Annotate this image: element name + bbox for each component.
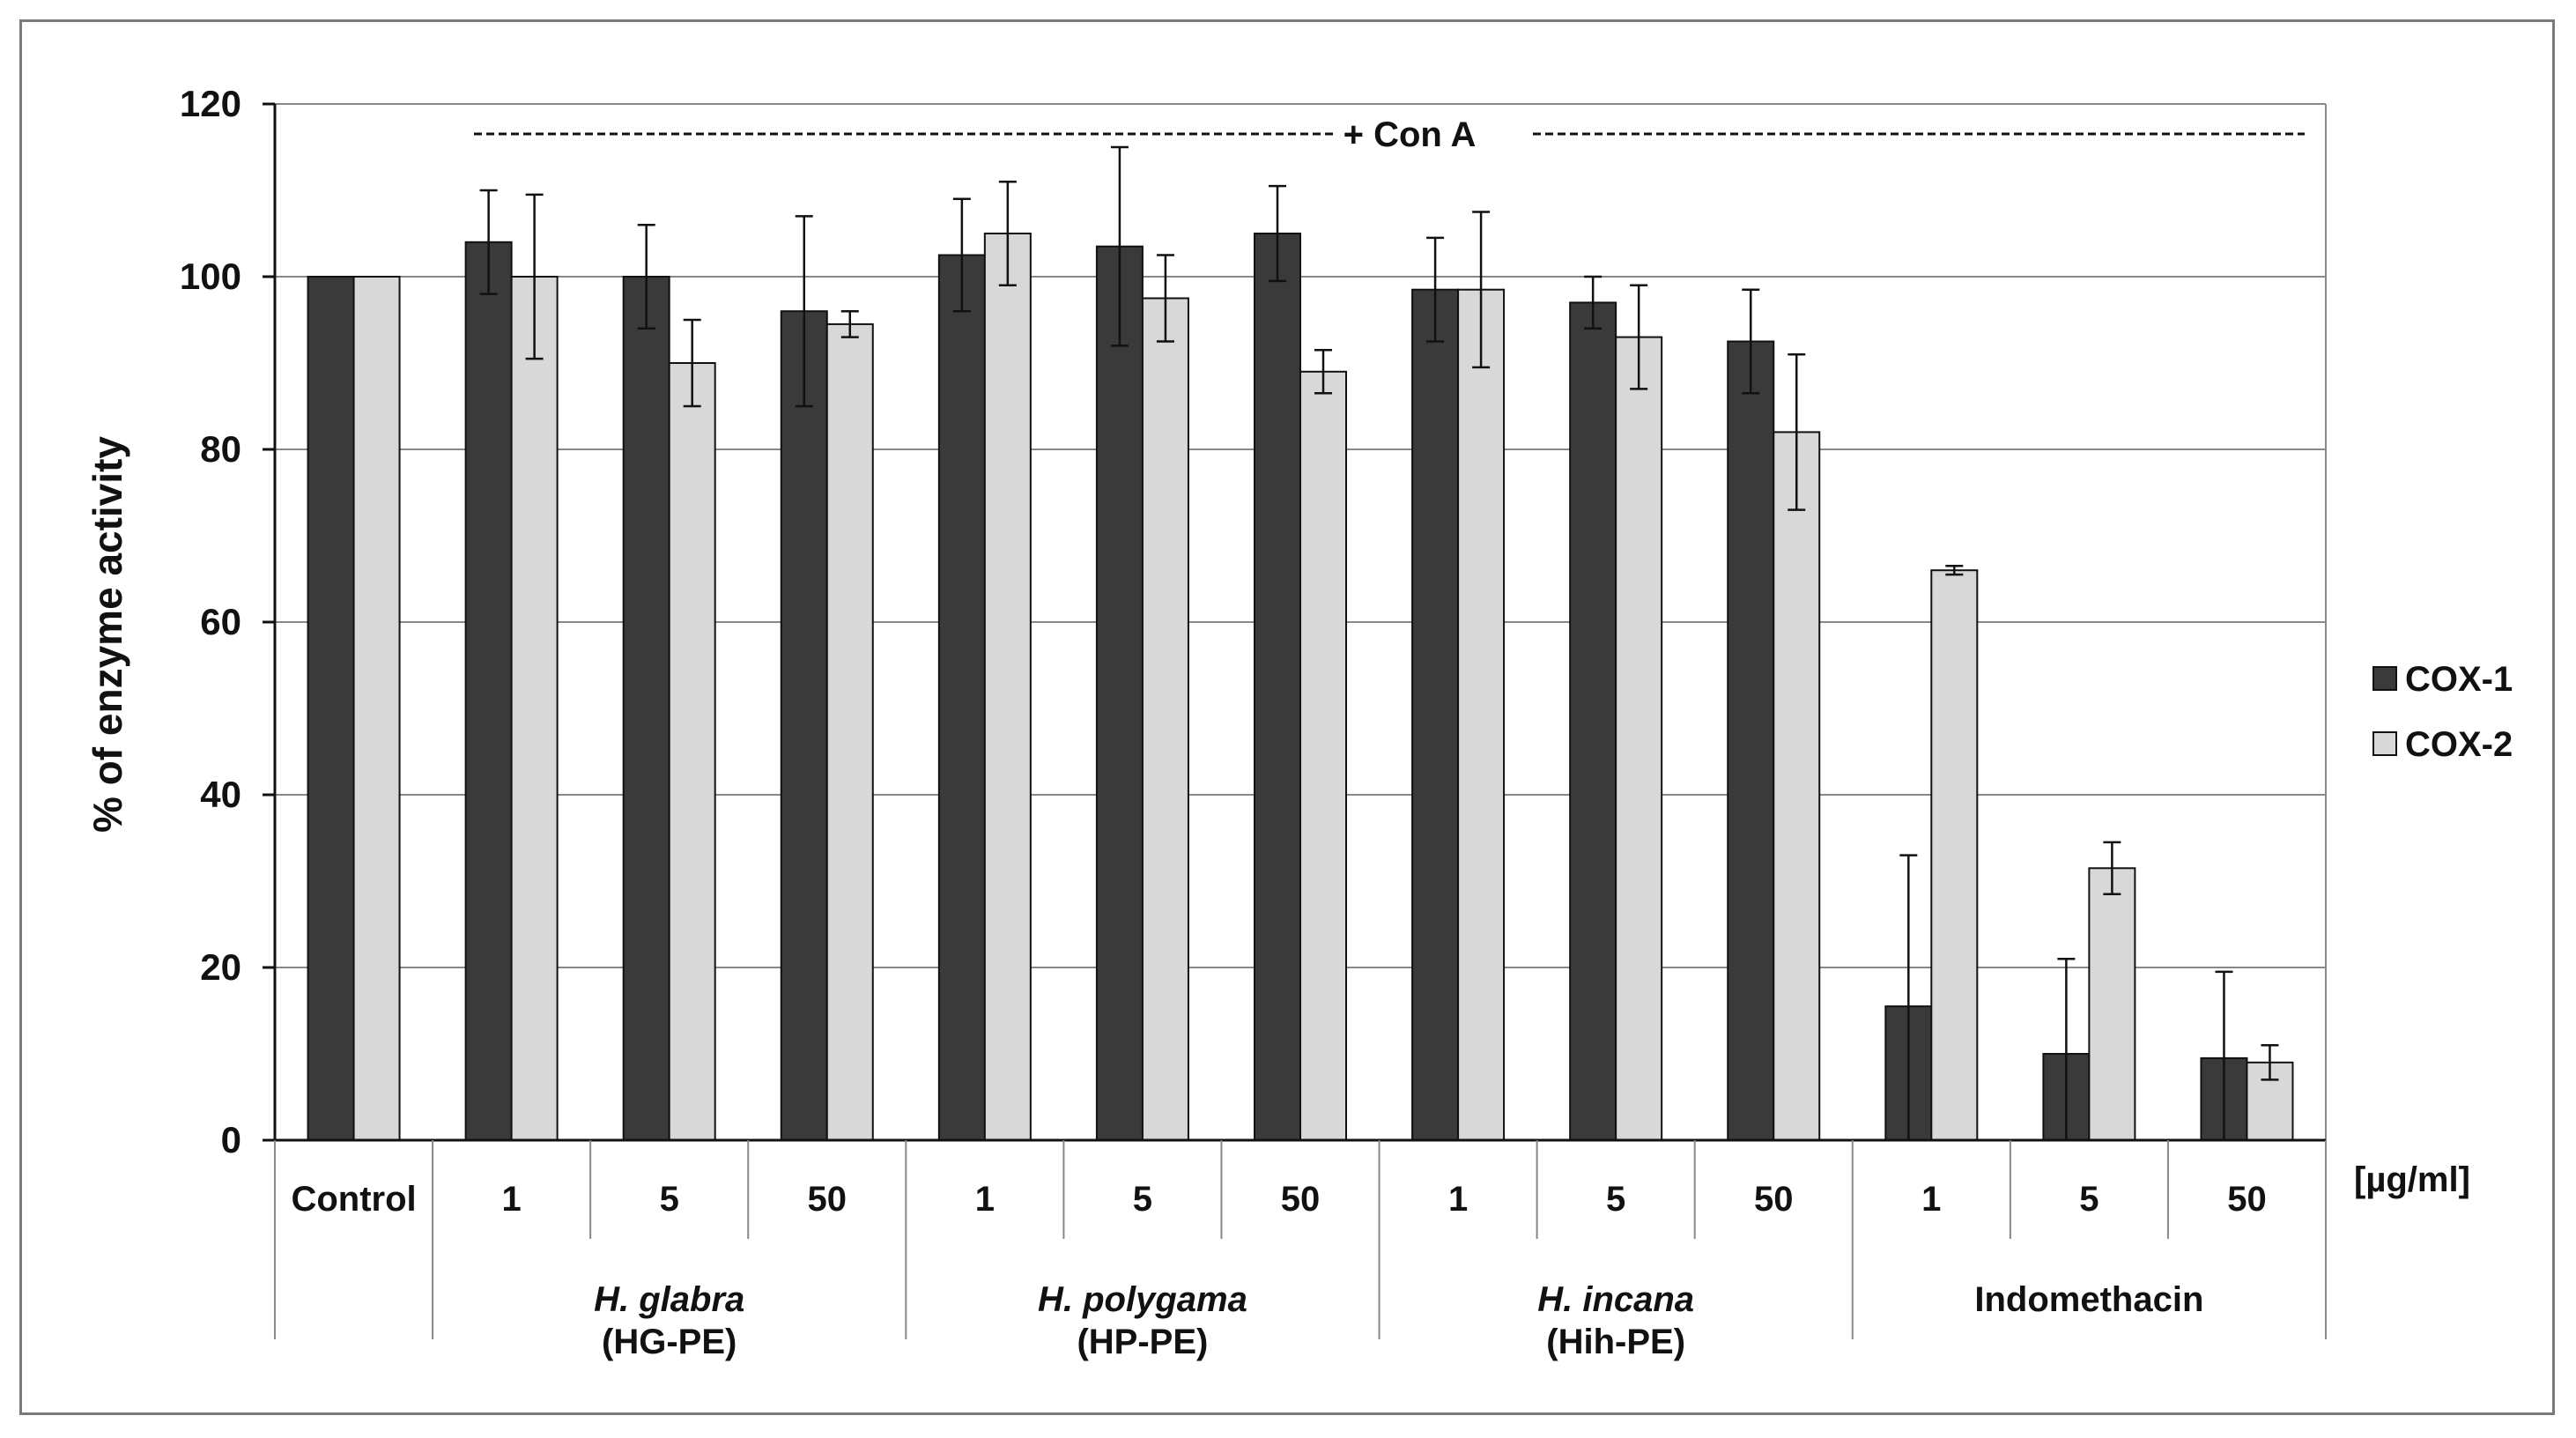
bar-cox-1-9 <box>1727 340 1775 1141</box>
error-bar-cox-2-4 <box>998 180 1017 287</box>
bar-cox-2-5 <box>1141 297 1189 1141</box>
bar-cox-2-3 <box>825 322 874 1141</box>
error-bar-cox-2-8 <box>1630 284 1648 390</box>
bar-cox-2-8 <box>1615 336 1663 1142</box>
y-tick-label: 20 <box>200 946 241 988</box>
bar-cox-2-6 <box>1299 370 1347 1141</box>
y-tick-labels: 0 20 40 60 80 100 120 <box>180 83 241 1160</box>
error-bar-cox-1-3 <box>795 215 813 408</box>
y-axis-title: % of enzyme activity <box>85 436 130 833</box>
legend-swatch-cox1 <box>2372 666 2397 691</box>
bar-cox-1-8 <box>1569 301 1617 1141</box>
bar-cox-1-2 <box>622 276 670 1141</box>
group-labels: H. glabra (HG-PE) H. polygama (HP-PE) H. inc… <box>594 1280 2203 1361</box>
y-tick-label: 120 <box>180 83 241 124</box>
category-label: 5 <box>2079 1180 2099 1219</box>
error-bar-cox-2-2 <box>683 318 701 408</box>
bar-cox-1-0 <box>307 276 355 1141</box>
bar-cox-2-7 <box>1457 288 1506 1141</box>
bar-cox-1-6 <box>1254 233 1301 1141</box>
legend-label-cox2: COX-2 <box>2405 725 2513 764</box>
bar-cox-2-9 <box>1773 431 1821 1141</box>
bar-cox-2-0 <box>352 276 401 1141</box>
group-label-code: (HG-PE) <box>602 1323 737 1361</box>
error-bar-cox-2-5 <box>1156 254 1174 343</box>
error-bar-cox-1-8 <box>1584 275 1603 330</box>
error-bar-cox-1-9 <box>1742 288 1760 395</box>
bar-cox-2-1 <box>510 276 559 1141</box>
error-bar-cox-1-4 <box>952 197 971 313</box>
category-label: 50 <box>808 1180 848 1219</box>
bar-cox-1-1 <box>464 241 513 1141</box>
con-a-label: + Con A <box>1344 115 1477 154</box>
con-a-annotation: + Con A <box>474 115 2305 154</box>
error-bar-cox-2-7 <box>1472 211 1491 369</box>
y-tick-label: 0 <box>221 1119 241 1160</box>
error-bar-cox-2-11 <box>2103 841 2121 895</box>
group-label-name: H. glabra <box>594 1280 744 1319</box>
error-bar-cox-2-9 <box>1788 352 1806 511</box>
error-bar-cox-2-10 <box>1945 565 1964 576</box>
category-label: 5 <box>1133 1180 1152 1219</box>
bar-cox-2-2 <box>668 362 716 1141</box>
category-label: 50 <box>1281 1180 1321 1219</box>
category-label: 50 <box>2227 1180 2267 1219</box>
y-tick-label: 80 <box>200 428 241 470</box>
group-label-code: (Hih-PE) <box>1546 1323 1685 1361</box>
legend-swatch-cox2 <box>2372 731 2397 756</box>
bar-cox-1-7 <box>1411 288 1460 1141</box>
group-label-name: Indomethacin <box>1974 1280 2203 1319</box>
error-bar-cox-2-3 <box>840 309 859 338</box>
category-label: 1 <box>1448 1180 1468 1219</box>
bar-cox-1-5 <box>1095 245 1144 1141</box>
category-label: 5 <box>660 1180 679 1219</box>
legend: COX-1 COX-2 <box>2372 660 2513 764</box>
legend-label-cox1: COX-1 <box>2405 660 2513 699</box>
category-label: 50 <box>1754 1180 1794 1219</box>
category-label: 5 <box>1606 1180 1625 1219</box>
category-label: Control <box>291 1180 416 1219</box>
error-bar-cox-1-5 <box>1110 145 1129 347</box>
unit-label: [µg/ml] <box>2354 1160 2470 1199</box>
bar-cox-1-4 <box>937 254 986 1141</box>
axes <box>263 102 2326 1142</box>
error-bar-cox-2-1 <box>525 193 544 360</box>
bar-cox-2-10 <box>1930 569 1979 1141</box>
error-bar-cox-1-1 <box>479 189 498 295</box>
category-label: 1 <box>1921 1180 1941 1219</box>
category-labels: Control 1 5 50 1 5 50 1 5 50 1 5 50 <box>274 1140 2327 1339</box>
error-bar-cox-1-7 <box>1426 236 1445 343</box>
error-bar-cox-2-12 <box>2261 1043 2279 1081</box>
y-tick-label: 60 <box>200 601 241 642</box>
bar-cox-2-4 <box>983 233 1032 1141</box>
y-tick-label: 40 <box>200 774 241 815</box>
bars <box>307 233 2294 1142</box>
error-bar-cox-1-6 <box>1269 184 1286 283</box>
bar-cox-1-3 <box>780 310 828 1141</box>
group-label-name: H. incana <box>1537 1280 1694 1319</box>
group-label-name: H. polygama <box>1038 1280 1247 1319</box>
error-bar-cox-1-2 <box>637 223 655 330</box>
error-bar-cox-2-6 <box>1314 349 1332 395</box>
category-label: 1 <box>501 1180 521 1219</box>
group-label-code: (HP-PE) <box>1077 1323 1208 1361</box>
bar-cox-2-11 <box>2088 867 2136 1141</box>
y-tick-label: 100 <box>180 256 241 297</box>
category-label: 1 <box>975 1180 995 1219</box>
error-bars <box>479 145 2279 1142</box>
